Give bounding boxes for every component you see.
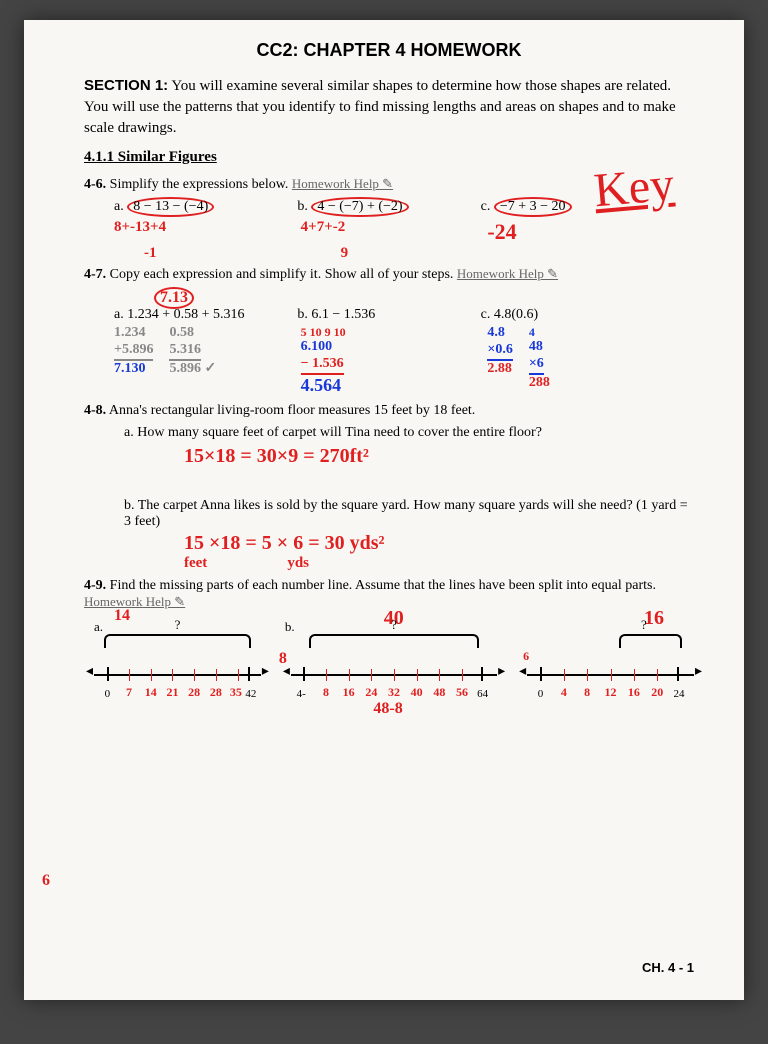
key-annotation: Key [592, 157, 676, 219]
circled-expr-b: 4 − (−7) + (−2) [311, 197, 408, 217]
number-lines: 14 a. ? ◂▸ 0 7 14 21 28 28 35 42 b. 4 [94, 619, 694, 704]
p48-a-work: 15×18 = 30×9 = 270ft² [184, 445, 694, 468]
number-line-b: b. 40 ? 8 ◂▸ 4- 8 16 24 32 40 48 56 64 4… [291, 619, 497, 704]
side-note-6: 6 [42, 872, 50, 890]
page-footer: CH. 4 - 1 [642, 960, 694, 975]
homework-help-link[interactable]: Homework Help ✎ [457, 266, 558, 281]
section-text: You will examine several similar shapes … [84, 78, 676, 136]
p46-expressions: a. 8 − 13 − (−4) b. 4 − (−7) + (−2) c. −… [114, 197, 664, 217]
section-label: SECTION 1: [84, 77, 168, 94]
problem-4-8: 4-8. Anna's rectangular living-room floo… [84, 403, 694, 419]
p47-expressions: a. 1.234 + 0.58 + 5.316 b. 6.1 − 1.536 c… [114, 307, 664, 323]
homework-help-link[interactable]: Homework Help ✎ [292, 176, 393, 191]
p48-b-work: 15 ×18 = 5 × 6 = 30 yds² [184, 532, 694, 555]
p46-work: 8+-13+4 4+7+-2 -24 [114, 219, 674, 245]
circled-ans-713: 7.13 [154, 287, 194, 309]
circled-expr-a: 8 − 13 − (−4) [127, 197, 214, 217]
worksheet-page: CC2: CHAPTER 4 HOMEWORK SECTION 1: You w… [24, 20, 744, 1000]
p47-work: 1.234 +5.896 7.130 0.58 5.316 5.896 ✓ 5 … [114, 325, 674, 397]
number-line-c: 16 6 ? ◂▸ 0 4 8 12 16 20 24 [527, 619, 694, 704]
page-title: CC2: CHAPTER 4 HOMEWORK [84, 40, 694, 61]
p48-a: a. How many square feet of carpet will T… [124, 425, 694, 441]
number-line-a: 14 a. ? ◂▸ 0 7 14 21 28 28 35 42 [94, 619, 261, 704]
circled-expr-c: −7 + 3 − 20 [494, 197, 572, 217]
homework-help-link[interactable]: Homework Help ✎ [84, 594, 185, 609]
problem-4-7: 4-7. Copy each expression and simplify i… [84, 266, 694, 283]
p48-b: b. The carpet Anna likes is sold by the … [124, 498, 694, 530]
section-1-intro: SECTION 1: You will examine several simi… [84, 75, 694, 139]
